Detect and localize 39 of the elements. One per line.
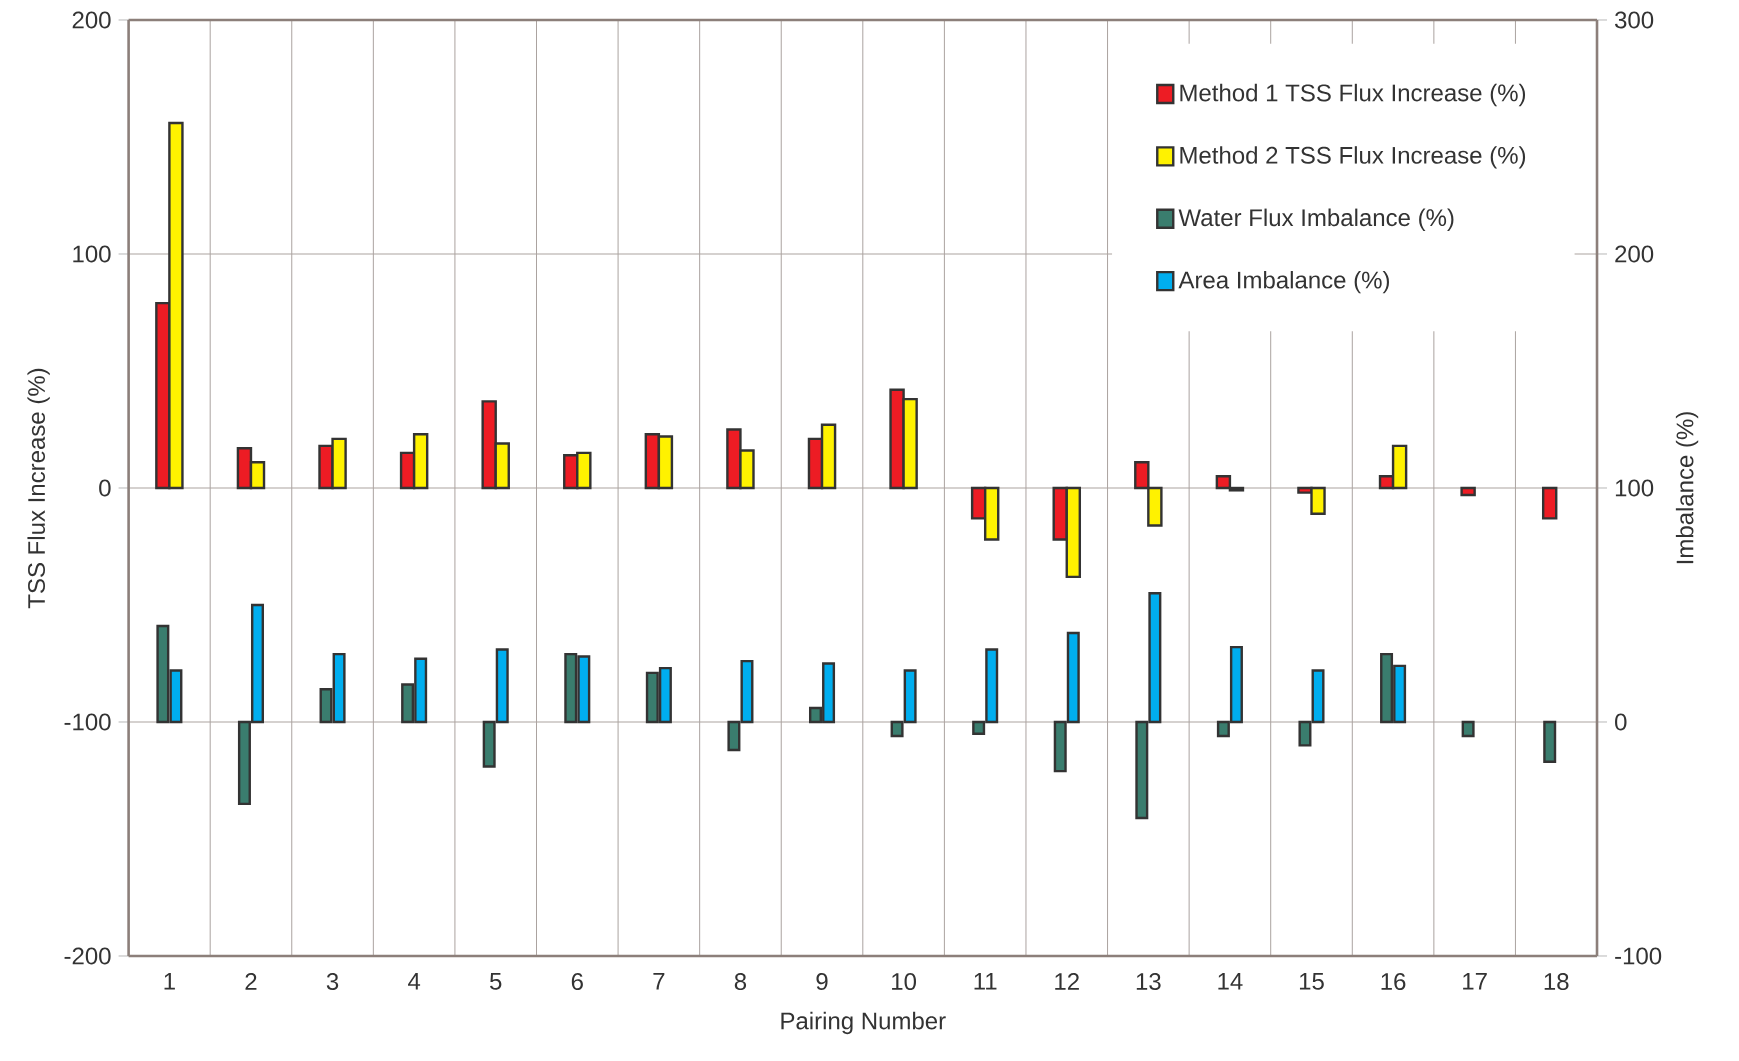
- y2-tick-label: 300: [1614, 11, 1654, 29]
- y-axis-title: TSS Flux Increase (%): [27, 368, 50, 609]
- x-tick-label: 1: [164, 973, 175, 990]
- x-tick-label: 6: [571, 973, 583, 991]
- y-tick-label: 0: [99, 479, 111, 497]
- x-tick-label: 11: [974, 973, 997, 990]
- y-tick-label: 200: [72, 11, 111, 29]
- bar: [1543, 720, 1557, 763]
- y2-tick-label: 200: [1615, 245, 1654, 263]
- y-tick-label: 100: [73, 245, 111, 263]
- x-tick-label: 16: [1381, 973, 1406, 991]
- legend-label: Method 2 TSS Flux Increase (%): [1180, 146, 1526, 169]
- x-tick-label: 14: [1218, 973, 1243, 990]
- x-tick-label: 7: [653, 973, 665, 990]
- bar: [1461, 720, 1475, 738]
- bar: [1460, 486, 1476, 497]
- x-tick-label: 4: [408, 973, 421, 990]
- x-tick-label: 15: [1299, 973, 1324, 990]
- x-tick-label: 3: [326, 973, 339, 991]
- y2-tick-label: 0: [1615, 713, 1627, 731]
- y2-axis-title: Imbalance (%): [1675, 412, 1699, 564]
- x-axis-title: Pairing Number: [781, 1011, 946, 1035]
- x-tick-label: 5: [490, 973, 502, 990]
- bar: [1541, 486, 1558, 520]
- legend-label: Water Flux Imbalance (%): [1178, 208, 1454, 231]
- x-tick-label: 9: [816, 973, 828, 991]
- x-tick-label: 8: [734, 973, 747, 991]
- y-tick-label: -100: [64, 713, 111, 731]
- y-tick-label: -200: [64, 947, 111, 965]
- x-tick-label: 18: [1544, 973, 1569, 991]
- x-tick-label: 12: [1055, 973, 1079, 990]
- x-tick-label: 17: [1463, 973, 1487, 990]
- x-tick-label: 13: [1136, 973, 1161, 991]
- x-tick-label: 10: [892, 973, 917, 991]
- x-tick-label: 2: [245, 973, 257, 990]
- legend-label: Method 1 TSS Flux Increase (%): [1180, 83, 1526, 107]
- y2-tick-label: 100: [1615, 479, 1654, 497]
- legend-label: Area Imbalance (%): [1178, 270, 1389, 294]
- y2-tick-label: -100: [1615, 947, 1662, 965]
